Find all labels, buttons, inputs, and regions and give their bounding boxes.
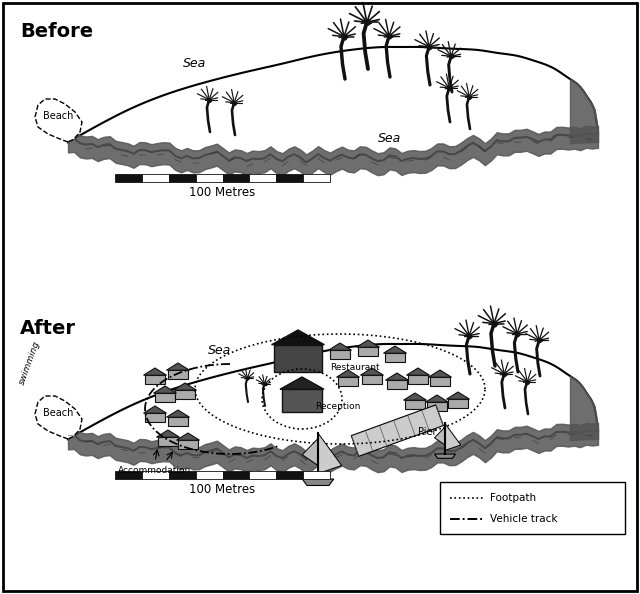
Polygon shape xyxy=(362,375,382,384)
Polygon shape xyxy=(360,368,383,375)
FancyBboxPatch shape xyxy=(250,174,276,182)
FancyBboxPatch shape xyxy=(276,471,303,479)
FancyBboxPatch shape xyxy=(115,174,142,182)
FancyBboxPatch shape xyxy=(303,471,330,479)
Polygon shape xyxy=(338,377,358,386)
Polygon shape xyxy=(143,368,166,375)
Polygon shape xyxy=(427,402,447,411)
Polygon shape xyxy=(405,400,425,409)
Polygon shape xyxy=(157,430,179,437)
Polygon shape xyxy=(408,375,428,384)
Polygon shape xyxy=(358,347,378,356)
Text: Footpath: Footpath xyxy=(490,493,536,503)
Polygon shape xyxy=(385,353,405,362)
FancyBboxPatch shape xyxy=(115,471,142,479)
Polygon shape xyxy=(158,437,178,446)
Text: swimming: swimming xyxy=(18,340,42,386)
Polygon shape xyxy=(406,368,429,375)
Text: 100 Metres: 100 Metres xyxy=(189,483,255,496)
Polygon shape xyxy=(68,344,598,459)
FancyBboxPatch shape xyxy=(142,174,169,182)
Polygon shape xyxy=(426,395,449,402)
Polygon shape xyxy=(435,427,445,445)
Polygon shape xyxy=(445,424,461,450)
Polygon shape xyxy=(35,99,82,142)
Polygon shape xyxy=(166,363,189,370)
FancyBboxPatch shape xyxy=(196,471,223,479)
Polygon shape xyxy=(337,370,360,377)
FancyBboxPatch shape xyxy=(169,471,196,479)
Polygon shape xyxy=(178,440,198,449)
Polygon shape xyxy=(177,433,200,440)
Polygon shape xyxy=(173,383,196,390)
Polygon shape xyxy=(403,393,426,400)
Text: Vehicle track: Vehicle track xyxy=(490,514,557,524)
Polygon shape xyxy=(302,438,318,466)
Polygon shape xyxy=(435,454,456,459)
FancyBboxPatch shape xyxy=(440,482,625,534)
Polygon shape xyxy=(385,373,408,380)
Polygon shape xyxy=(383,346,406,353)
Polygon shape xyxy=(280,377,324,389)
Text: Reception: Reception xyxy=(315,402,360,411)
FancyBboxPatch shape xyxy=(223,471,250,479)
Polygon shape xyxy=(429,370,451,377)
Polygon shape xyxy=(448,399,468,408)
Polygon shape xyxy=(318,433,342,473)
FancyBboxPatch shape xyxy=(303,174,330,182)
Polygon shape xyxy=(330,350,350,359)
Text: Beach: Beach xyxy=(43,111,73,121)
Text: Before: Before xyxy=(20,22,93,41)
Polygon shape xyxy=(430,377,450,386)
Polygon shape xyxy=(271,330,324,345)
Text: After: After xyxy=(20,319,76,338)
FancyBboxPatch shape xyxy=(196,174,223,182)
Text: Sea: Sea xyxy=(378,132,402,145)
FancyBboxPatch shape xyxy=(142,471,169,479)
Polygon shape xyxy=(68,47,598,162)
Polygon shape xyxy=(274,345,322,372)
Polygon shape xyxy=(282,389,322,412)
Polygon shape xyxy=(145,413,165,422)
Polygon shape xyxy=(356,340,380,347)
FancyBboxPatch shape xyxy=(169,174,196,182)
Polygon shape xyxy=(175,390,195,399)
Polygon shape xyxy=(145,375,165,384)
FancyBboxPatch shape xyxy=(250,471,276,479)
Polygon shape xyxy=(447,392,470,399)
Polygon shape xyxy=(155,393,175,402)
Text: Pier: Pier xyxy=(418,427,436,437)
Polygon shape xyxy=(328,343,351,350)
Polygon shape xyxy=(143,406,166,413)
FancyBboxPatch shape xyxy=(276,174,303,182)
Polygon shape xyxy=(168,417,188,426)
Polygon shape xyxy=(387,380,407,389)
Polygon shape xyxy=(302,479,333,485)
Text: Sea: Sea xyxy=(209,344,232,357)
FancyBboxPatch shape xyxy=(223,174,250,182)
Polygon shape xyxy=(154,386,177,393)
Text: Sea: Sea xyxy=(184,57,207,70)
Text: Beach: Beach xyxy=(43,408,73,418)
Polygon shape xyxy=(35,396,82,439)
Polygon shape xyxy=(168,370,188,379)
Polygon shape xyxy=(351,405,444,456)
Text: 100 Metres: 100 Metres xyxy=(189,186,255,199)
Polygon shape xyxy=(166,410,189,417)
Text: Restaurant: Restaurant xyxy=(330,363,380,372)
Text: Accommodation: Accommodation xyxy=(118,466,191,475)
